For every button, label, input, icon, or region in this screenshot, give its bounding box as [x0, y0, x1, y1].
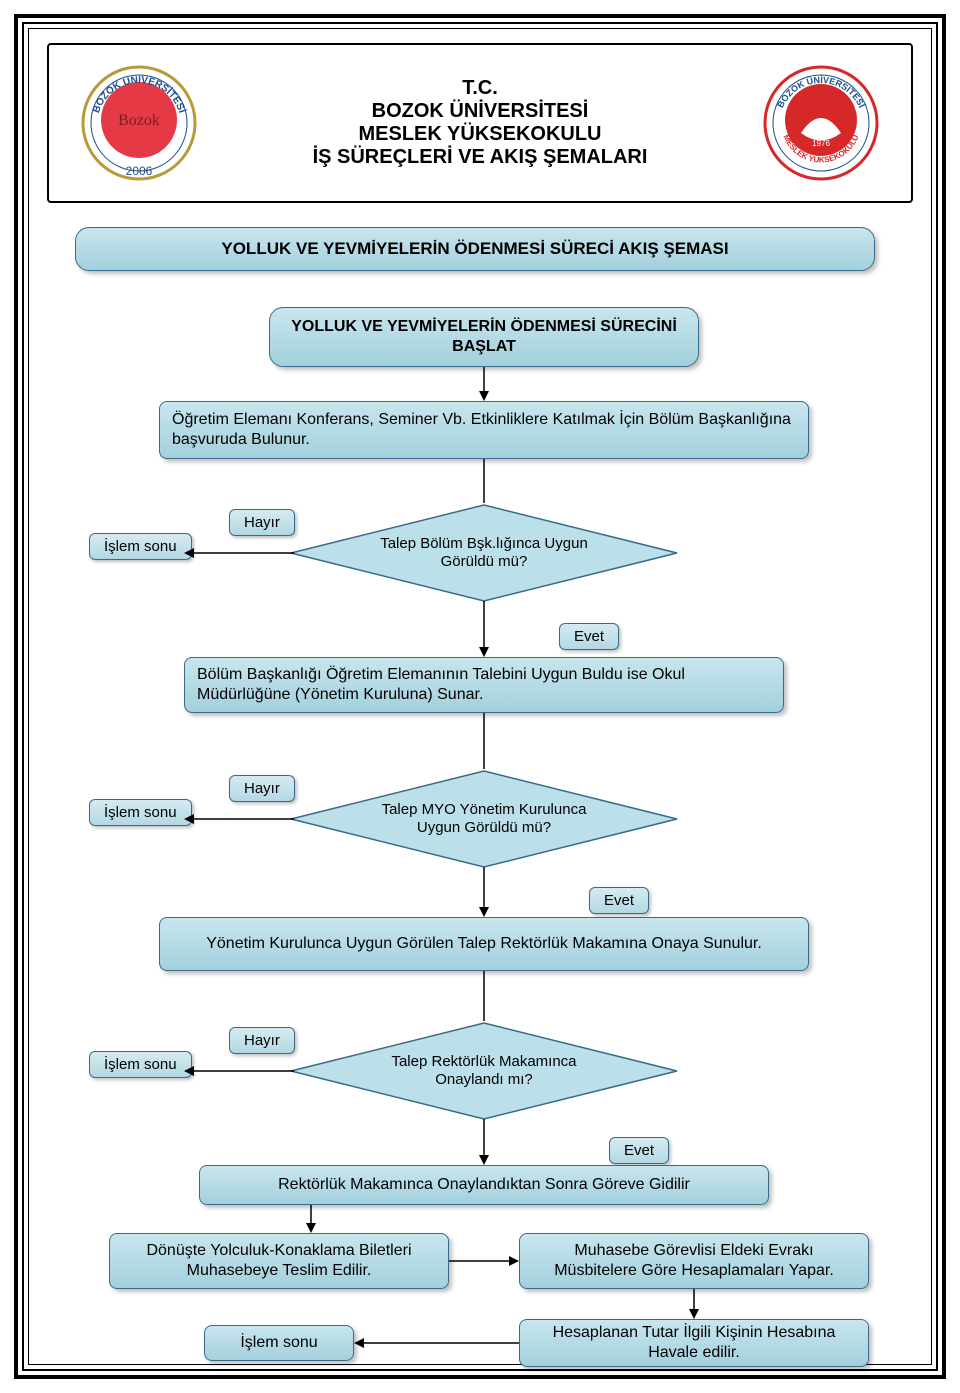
logo-right: BOZOK ÜNİVERSİTESİ MESLEK YÜKSEKOKULU 19…: [761, 63, 881, 183]
process-1: Öğretim Elemanı Konferans, Seminer Vb. E…: [159, 401, 809, 459]
process-3: Yönetim Kurulunca Uygun Görülen Talep Re…: [159, 917, 809, 971]
end-label-final: İşlem sonu: [204, 1325, 354, 1361]
header-line-1: T.C.: [199, 77, 761, 100]
arrow-d1-no: [184, 549, 294, 557]
title-bar: YOLLUK VE YEVMİYELERİN ÖDENMESİ SÜRECİ A…: [75, 227, 875, 271]
decision-3-text: Talep Rektörlük Makamınca Onaylandı mı?: [289, 1021, 679, 1121]
process-4: Rektörlük Makamınca Onaylandıktan Sonra …: [199, 1165, 769, 1205]
decision-2-text: Talep MYO Yönetim Kurulunca Uygun Görüld…: [289, 769, 679, 869]
page: BOZOK ÜNİVERSİTESİ 2006 Bozok T.C. BOZOK…: [0, 0, 960, 1393]
yes-label-1: Evet: [559, 623, 619, 650]
arrow-d2-no: [184, 815, 294, 823]
decision-1-text: Talep Bölüm Bşk.lığınca Uygun Görüldü mü…: [289, 503, 679, 603]
frame-mid: BOZOK ÜNİVERSİTESİ 2006 Bozok T.C. BOZOK…: [22, 22, 938, 1371]
no-label-1: Hayır: [229, 509, 295, 536]
header-line-2: BOZOK ÜNİVERSİTESİ: [199, 100, 761, 123]
end-label-1: İşlem sonu: [89, 533, 192, 560]
arrow-p7-end: [354, 1339, 519, 1347]
end-label-2: İşlem sonu: [89, 799, 192, 826]
header-box: BOZOK ÜNİVERSİTESİ 2006 Bozok T.C. BOZOK…: [47, 43, 913, 203]
svg-text:2006: 2006: [126, 164, 153, 178]
no-label-3: Hayır: [229, 1027, 295, 1054]
decision-3: Talep Rektörlük Makamınca Onaylandı mı?: [289, 1021, 679, 1121]
arrow-d2-yes: [482, 867, 486, 917]
end-label-3: İşlem sonu: [89, 1051, 192, 1078]
arrow-p2-d2: [482, 713, 486, 769]
svg-text:1976: 1976: [812, 139, 830, 148]
header-text: T.C. BOZOK ÜNİVERSİTESİ MESLEK YÜKSEKOKU…: [199, 77, 761, 169]
process-7: Hesaplanan Tutar İlgili Kişinin Hesabına…: [519, 1319, 869, 1367]
arrow-start-p1: [482, 367, 486, 401]
no-label-2: Hayır: [229, 775, 295, 802]
arrow-p4-p5: [309, 1205, 313, 1233]
arrow-p3-d3: [482, 971, 486, 1021]
process-2: Bölüm Başkanlığı Öğretim Elemanının Tale…: [184, 657, 784, 713]
start-box: YOLLUK VE YEVMİYELERİN ÖDENMESİ SÜRECİNİ…: [269, 307, 699, 367]
decision-2: Talep MYO Yönetim Kurulunca Uygun Görüld…: [289, 769, 679, 869]
frame-inner: BOZOK ÜNİVERSİTESİ 2006 Bozok T.C. BOZOK…: [28, 28, 932, 1365]
yes-label-3: Evet: [609, 1137, 669, 1164]
decision-1: Talep Bölüm Bşk.lığınca Uygun Görüldü mü…: [289, 503, 679, 603]
header-line-4: İŞ SÜREÇLERİ VE AKIŞ ŞEMALARI: [199, 146, 761, 169]
yes-label-2: Evet: [589, 887, 649, 914]
arrow-d3-yes: [482, 1119, 486, 1165]
process-6: Muhasebe Görevlisi Eldeki Evrakı Müsbite…: [519, 1233, 869, 1289]
header-line-3: MESLEK YÜKSEKOKULU: [199, 123, 761, 146]
arrow-p6-p7: [692, 1289, 696, 1319]
svg-text:Bozok: Bozok: [118, 112, 160, 129]
arrow-d3-no: [184, 1067, 294, 1075]
arrow-p1-d1: [482, 459, 486, 503]
frame-outer: BOZOK ÜNİVERSİTESİ 2006 Bozok T.C. BOZOK…: [14, 14, 946, 1379]
arrow-p5-p6: [449, 1257, 519, 1265]
process-5: Dönüşte Yolculuk-Konaklama Biletleri Muh…: [109, 1233, 449, 1289]
logo-left: BOZOK ÜNİVERSİTESİ 2006 Bozok: [79, 63, 199, 183]
arrow-d1-yes: [482, 601, 486, 657]
